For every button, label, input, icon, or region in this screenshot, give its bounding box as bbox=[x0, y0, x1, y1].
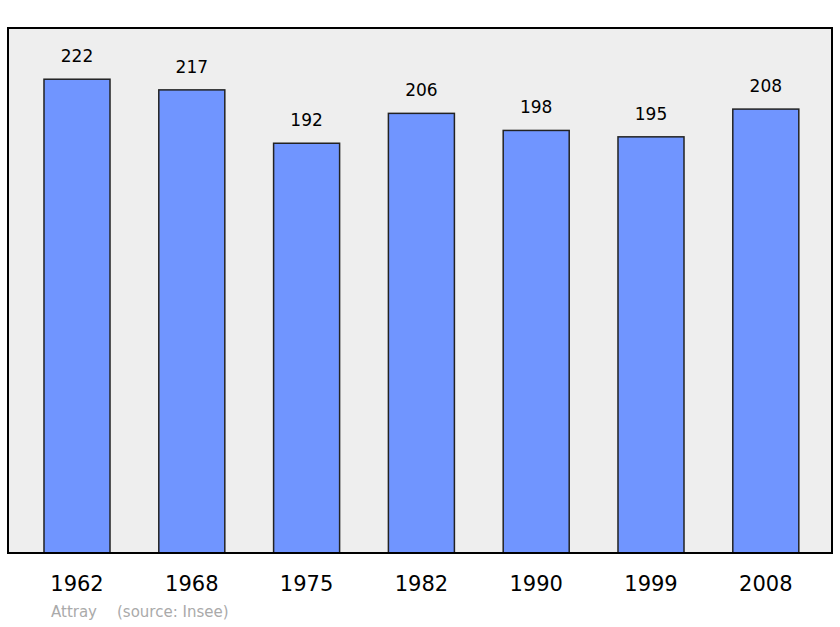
data-label: 195 bbox=[635, 104, 667, 124]
annotation: (source: Insee) bbox=[117, 603, 229, 621]
x-tick-label: 1982 bbox=[395, 572, 448, 596]
chart-svg: 222 1962 217 1968 192 1975 206 1982 198 1990 195 19… bbox=[0, 0, 840, 627]
x-tick-label: 2008 bbox=[739, 572, 792, 596]
annotation: Attray bbox=[51, 603, 97, 621]
bar bbox=[159, 90, 225, 553]
x-tick-label: 1968 bbox=[165, 572, 218, 596]
plot-background bbox=[8, 28, 832, 553]
bar bbox=[274, 143, 340, 553]
x-tick-label: 1999 bbox=[624, 572, 677, 596]
bars bbox=[44, 79, 799, 553]
data-label: 206 bbox=[405, 80, 437, 100]
data-label: 198 bbox=[520, 97, 552, 117]
x-tick-label: 1962 bbox=[50, 572, 103, 596]
bar bbox=[388, 113, 454, 553]
data-label: 208 bbox=[750, 76, 782, 96]
data-label: 192 bbox=[290, 110, 322, 130]
x-tick-label: 1990 bbox=[509, 572, 562, 596]
bar bbox=[618, 137, 684, 553]
bar bbox=[503, 130, 569, 553]
bar bbox=[733, 109, 799, 553]
x-tick-label: 1975 bbox=[280, 572, 333, 596]
chart-container: 222 1962 217 1968 192 1975 206 1982 198 1990 195 19… bbox=[0, 0, 840, 627]
data-label: 217 bbox=[176, 57, 208, 77]
data-label: 222 bbox=[61, 46, 93, 66]
labels: 222 1962 217 1968 192 1975 206 1982 198 1990 195 19… bbox=[50, 46, 792, 596]
bar bbox=[44, 79, 110, 553]
plot-frame bbox=[8, 28, 832, 553]
